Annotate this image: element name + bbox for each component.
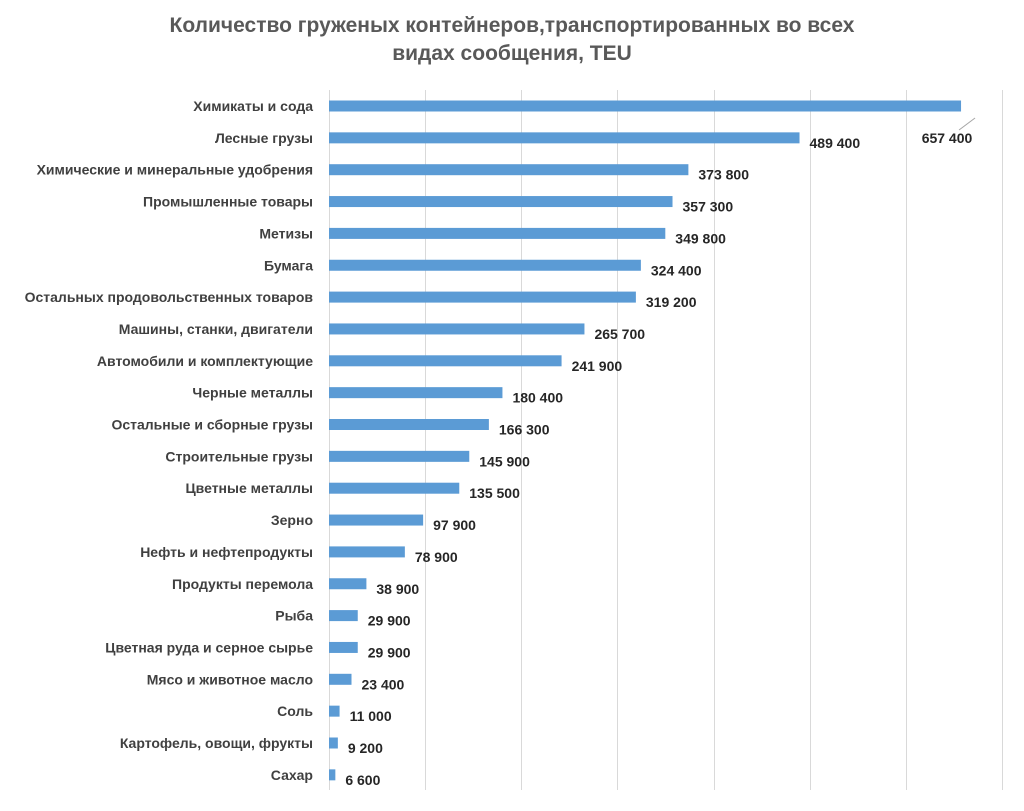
category-labels: Химикаты и сода Лесные грузы Химические и … xyxy=(25,98,314,783)
chart-title-line-1: Количество груженых контейнеров,транспор… xyxy=(169,14,855,37)
category-label: Остальные и сборные грузы xyxy=(111,417,313,433)
label-leader-line xyxy=(958,117,976,131)
category-label: Сахар xyxy=(271,767,313,783)
bar xyxy=(329,737,338,749)
value-label: 265 700 xyxy=(594,326,645,342)
value-label: 324 400 xyxy=(651,262,702,278)
category-label: Черные металлы xyxy=(192,385,313,401)
bar xyxy=(329,355,562,367)
category-label: Лесные грузы xyxy=(215,130,313,146)
category-label: Промышленные товары xyxy=(143,194,313,210)
value-label: 6 600 xyxy=(345,772,380,788)
value-labels: 657 400 489 400 373 800 357 300 349 800 324 4… xyxy=(345,117,976,788)
category-label: Химические и минеральные удобрения xyxy=(37,162,313,178)
bar xyxy=(329,227,666,239)
category-label: Соль xyxy=(277,703,313,719)
category-label: Машины, станки, двигатели xyxy=(119,321,313,337)
value-label: 9 200 xyxy=(348,740,383,756)
category-label: Зерно xyxy=(271,512,313,528)
bar xyxy=(329,387,503,399)
value-label: 23 400 xyxy=(361,676,404,692)
value-label: 145 900 xyxy=(479,453,530,469)
category-label: Продукты перемола xyxy=(172,576,313,592)
bar xyxy=(329,132,800,144)
bar xyxy=(329,259,641,271)
value-label: 38 900 xyxy=(376,581,419,597)
category-label: Рыба xyxy=(275,608,313,624)
bar xyxy=(329,673,352,685)
bar xyxy=(329,514,424,526)
category-label: Метизы xyxy=(259,225,313,241)
bar xyxy=(329,164,689,176)
chart-title-line-2: видах сообщения, TEU xyxy=(392,42,632,65)
bar xyxy=(329,419,489,430)
category-label: Цветные металлы xyxy=(185,480,313,496)
bar xyxy=(329,291,636,303)
gridlines xyxy=(329,90,1003,790)
bars xyxy=(329,100,962,781)
bar xyxy=(329,705,340,717)
bar xyxy=(329,641,358,653)
value-label: 241 900 xyxy=(572,358,623,374)
value-label: 489 400 xyxy=(810,135,861,151)
category-label: Мясо и животное масло xyxy=(147,671,313,687)
bar xyxy=(329,769,336,781)
value-label: 357 300 xyxy=(683,199,734,215)
value-label: 180 400 xyxy=(512,390,563,406)
category-label: Нефть и нефтепродукты xyxy=(140,544,313,560)
value-label: 29 900 xyxy=(368,613,411,629)
category-label: Бумага xyxy=(264,257,313,273)
value-label: 319 200 xyxy=(646,294,697,310)
bar xyxy=(329,546,405,558)
bar xyxy=(329,610,358,622)
value-label: 78 900 xyxy=(415,549,458,565)
value-label: 29 900 xyxy=(368,644,411,660)
category-label: Остальных продовольственных товаров xyxy=(25,289,314,305)
value-label: 97 900 xyxy=(433,517,476,533)
value-label: 657 400 xyxy=(922,130,973,146)
bar xyxy=(329,578,367,590)
category-label: Автомобили и комплектующие xyxy=(97,353,313,369)
value-label: 11 000 xyxy=(350,708,392,724)
category-label: Картофель, овощи, фрукты xyxy=(120,735,313,751)
category-label: Химикаты и сода xyxy=(193,98,313,114)
chart-title: Количество груженых контейнеров,транспор… xyxy=(0,12,1024,68)
category-label: Цветная руда и серное сырье xyxy=(105,639,313,655)
bar xyxy=(329,450,470,462)
bar xyxy=(329,196,673,208)
value-label: 135 500 xyxy=(469,485,520,501)
value-label: 373 800 xyxy=(698,167,749,183)
category-label: Строительные грузы xyxy=(165,448,313,464)
bar xyxy=(329,100,962,112)
value-label: 166 300 xyxy=(499,422,550,438)
bar xyxy=(329,323,585,335)
bar xyxy=(329,482,460,494)
value-label: 349 800 xyxy=(675,230,726,246)
